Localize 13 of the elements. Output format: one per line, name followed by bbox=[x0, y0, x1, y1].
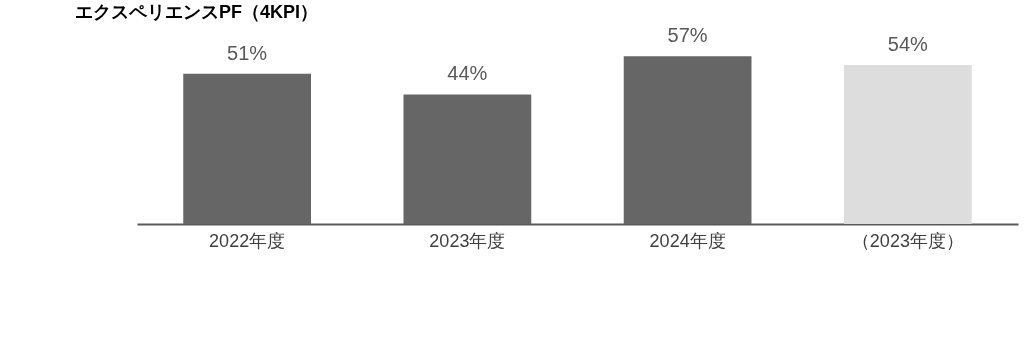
bar bbox=[183, 73, 311, 224]
data-label: 54% bbox=[887, 32, 929, 55]
data-label: 51% bbox=[227, 41, 268, 64]
x-tick-label: 2024年度 bbox=[649, 230, 726, 251]
data-label: 44% bbox=[447, 62, 488, 85]
x-tick-label: 2023年度 bbox=[429, 230, 506, 251]
bar bbox=[844, 64, 972, 224]
x-tick-label: 2022年度 bbox=[209, 230, 286, 251]
bar bbox=[403, 94, 532, 224]
data-label: 57% bbox=[667, 24, 708, 47]
chart-title: エクスペリエンスPF（4KPI） bbox=[75, 2, 319, 23]
bar bbox=[623, 56, 752, 224]
x-tick-label: （2023年度） bbox=[851, 230, 964, 251]
